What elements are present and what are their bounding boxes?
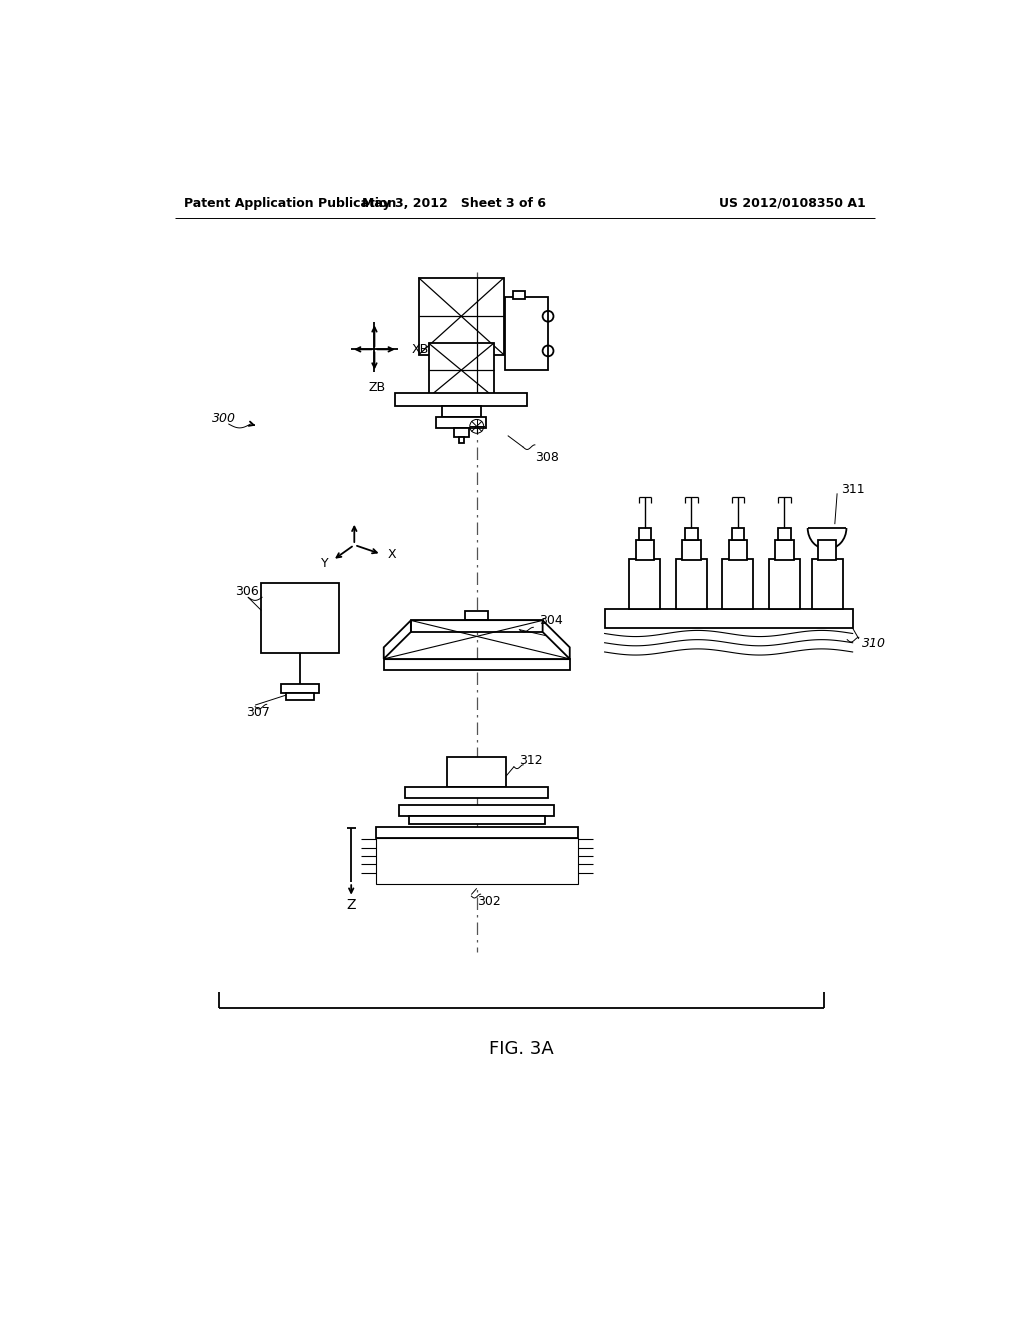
Bar (286, 693, 314, 701)
Bar (639, 528, 651, 540)
Text: ZB: ZB (369, 381, 385, 395)
Text: 308: 308 (535, 450, 559, 463)
Bar (459, 437, 464, 444)
Text: X: X (387, 548, 396, 561)
Bar (447, 758, 506, 787)
Bar (729, 540, 748, 560)
Bar (630, 558, 660, 609)
Bar (409, 816, 545, 824)
Text: 307: 307 (246, 706, 269, 719)
Bar (818, 540, 837, 560)
Bar (395, 393, 527, 405)
Text: Y: Y (322, 557, 329, 570)
Text: FIG. 3A: FIG. 3A (489, 1040, 554, 1059)
Bar (376, 837, 578, 884)
Bar (454, 428, 469, 437)
Bar (778, 528, 791, 540)
Text: Z: Z (346, 899, 356, 912)
Bar (419, 277, 504, 355)
Bar (636, 540, 654, 560)
Text: Patent Application Publication: Patent Application Publication (183, 197, 396, 210)
Text: 312: 312 (519, 754, 543, 767)
Polygon shape (384, 620, 411, 659)
Bar (732, 528, 744, 540)
Bar (604, 609, 853, 628)
Bar (399, 805, 554, 816)
Polygon shape (543, 620, 569, 659)
Bar (465, 611, 488, 620)
Text: 310: 310 (862, 638, 886, 649)
Bar (429, 343, 494, 397)
Bar (376, 826, 578, 837)
Bar (442, 405, 480, 417)
Text: 304: 304 (539, 614, 562, 627)
Bar (411, 620, 543, 632)
Bar (775, 540, 794, 560)
Bar (676, 558, 707, 609)
Text: US 2012/0108350 A1: US 2012/0108350 A1 (719, 197, 866, 210)
Bar (281, 684, 319, 693)
Text: 302: 302 (477, 895, 501, 908)
Bar (769, 558, 800, 609)
Bar (722, 558, 754, 609)
Bar (506, 297, 548, 370)
Bar (384, 659, 569, 671)
Bar (406, 787, 548, 799)
Bar (436, 417, 486, 428)
Bar (682, 540, 700, 560)
Text: May 3, 2012   Sheet 3 of 6: May 3, 2012 Sheet 3 of 6 (361, 197, 546, 210)
Bar (261, 583, 339, 653)
Bar (685, 528, 697, 540)
Bar (812, 558, 843, 609)
Text: XB: XB (412, 343, 429, 356)
Text: 300: 300 (212, 412, 236, 425)
Text: 311: 311 (841, 483, 864, 496)
Bar (513, 290, 524, 298)
Text: 306: 306 (234, 585, 259, 598)
